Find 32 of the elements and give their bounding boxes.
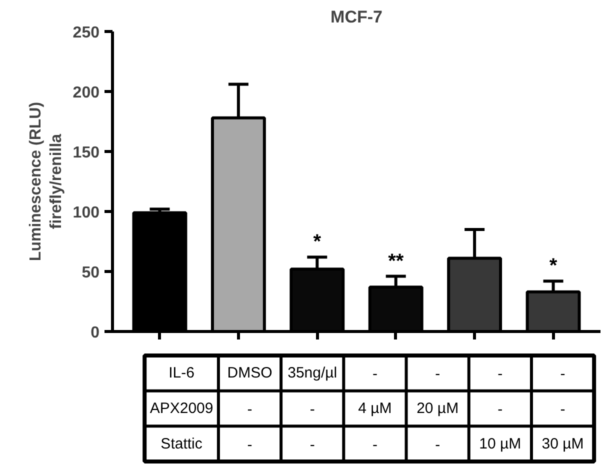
text: 20 µM [416, 400, 459, 417]
text: IL-6 [168, 364, 194, 382]
text: - [247, 436, 252, 454]
text: - [372, 366, 378, 383]
text: - [498, 401, 503, 418]
y-tick-label: 200 [72, 84, 100, 102]
text: - [560, 401, 566, 418]
text: 30 µM [542, 435, 584, 452]
text: - [498, 366, 503, 383]
y-tick-label: 100 [72, 204, 100, 222]
text: 10 µM [479, 435, 522, 452]
text: - [310, 401, 315, 418]
text: - [560, 366, 566, 383]
text: - [372, 436, 378, 454]
chart-title: MCF-7 [330, 8, 382, 26]
data-label: ** [388, 250, 404, 272]
text: Stattic [160, 435, 203, 452]
y-tick-label: 150 [72, 144, 100, 162]
data-label: * [549, 255, 558, 278]
text: - [435, 436, 440, 454]
y-tick-label: 0 [90, 324, 100, 342]
data-label: * [313, 231, 322, 254]
y-tick-label: 250 [72, 24, 100, 42]
text: - [310, 436, 315, 454]
text: 4 µM [358, 400, 392, 417]
text: 35ng/µl [288, 364, 338, 382]
text: DMSO [227, 364, 272, 382]
y-axis-title: Luminescence (RLU) firefly/renilla [27, 102, 65, 262]
text: - [247, 401, 252, 418]
text: APX2009 [150, 400, 214, 417]
y-tick-label: 50 [82, 264, 100, 282]
text: - [435, 366, 440, 383]
